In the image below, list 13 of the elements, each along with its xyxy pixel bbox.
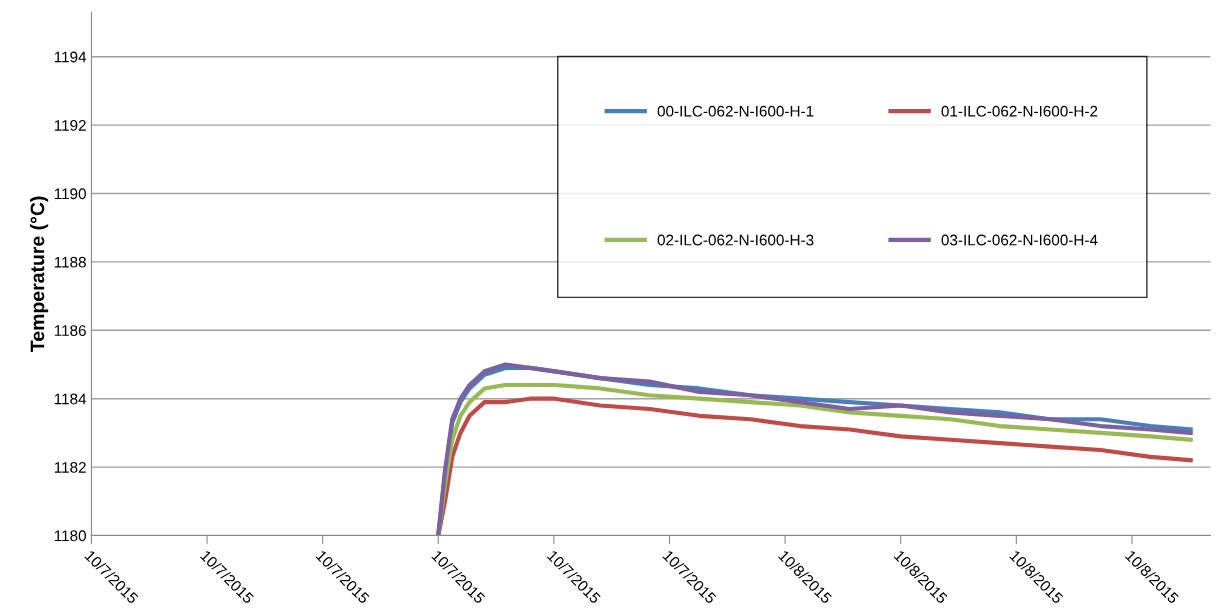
y-tick-label: 1190: [54, 188, 86, 200]
y-tick-label: 1188: [54, 256, 86, 268]
y-tick-label: 1180: [54, 530, 86, 542]
y-tick-label: 1184: [54, 393, 87, 405]
legend-label: 03-ILC-062-N-I600-H-4: [941, 234, 1098, 246]
legend-label: 01-ILC-062-N-I600-H-2: [941, 105, 1098, 117]
legend-label: 02-ILC-062-N-I600-H-3: [657, 234, 814, 246]
y-tick-label: 1194: [54, 51, 87, 63]
y-tick-label: 1192: [54, 119, 86, 131]
y-tick-label: 1182: [54, 461, 86, 473]
y-axis-title: Temperature (°C): [30, 196, 49, 352]
y-tick-label: 1186: [54, 325, 86, 336]
legend-label: 00-ILC-062-N-I600-H-1: [657, 105, 814, 117]
